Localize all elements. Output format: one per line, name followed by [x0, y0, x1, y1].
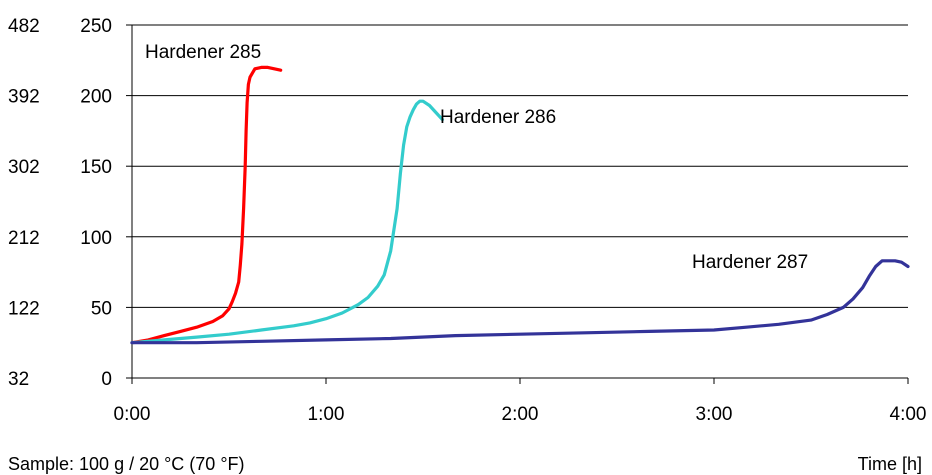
series-lines	[130, 65, 910, 345]
y2-tick-label: 302	[8, 157, 40, 178]
series-label-3: Hardener 287	[692, 252, 808, 273]
x-axis-tick-labels: 0:00 1:00 2:00 3:00 4:00	[114, 404, 927, 425]
series-labels: Hardener 285 Hardener 286 Hardener 287	[145, 42, 808, 273]
x-tick-label: 0:00	[114, 404, 151, 425]
sample-note: Sample: 100 g / 20 °C (70 °F)	[8, 454, 245, 474]
series-line-1	[130, 65, 283, 345]
x-tick-label: 2:00	[502, 404, 539, 425]
y2-tick-label: 212	[8, 228, 40, 249]
axes	[126, 24, 909, 384]
y-tick-label: 0	[101, 369, 112, 390]
x-axis-label: Time [h]	[857, 454, 922, 474]
y-tick-label: 50	[91, 298, 112, 319]
y2-tick-label: 32	[8, 369, 29, 390]
x-tick-label: 4:00	[890, 404, 927, 425]
y-tick-label: 200	[80, 87, 112, 108]
y-tick-label: 250	[80, 16, 112, 37]
gridlines	[132, 24, 908, 308]
y2-tick-label: 122	[8, 298, 40, 319]
series-label-1: Hardener 285	[145, 42, 261, 63]
y2-tick-label: 392	[8, 87, 40, 108]
series-line-3	[130, 259, 910, 345]
y-axis-tick-labels: 0 50 100 150 200 250	[80, 16, 112, 390]
y-tick-label: 100	[80, 228, 112, 249]
series-line-2	[130, 99, 444, 345]
y2-tick-label: 482	[8, 16, 40, 37]
y2-axis-tick-labels: 32 122 212 302 392 482	[8, 16, 40, 390]
x-tick-label: 1:00	[308, 404, 345, 425]
series-label-2: Hardener 286	[440, 107, 556, 128]
x-tick-label: 3:00	[696, 404, 733, 425]
chart-canvas: 0 50 100 150 200 250 32 122 212 302 392 482 0:00 1:…	[8, 16, 927, 425]
y-tick-label: 150	[80, 157, 112, 178]
